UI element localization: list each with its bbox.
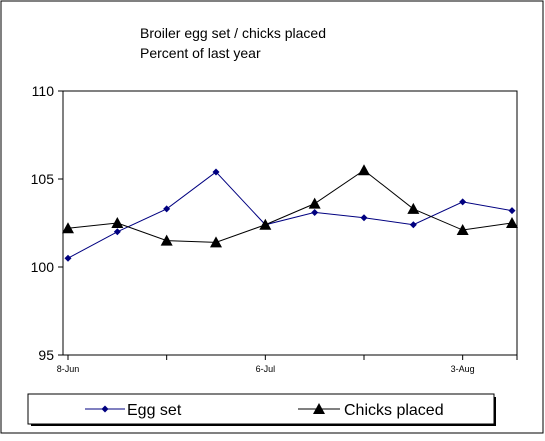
legend-chicks-placed-label: Chicks placed bbox=[344, 402, 444, 419]
chicks-placed-point bbox=[358, 164, 370, 176]
chicks-placed-point bbox=[456, 224, 469, 236]
y-tick-label: 110 bbox=[32, 83, 55, 99]
chicks-placed-point bbox=[407, 202, 420, 214]
series-line-0 bbox=[67, 171, 513, 259]
chicks-placed-point bbox=[210, 236, 222, 248]
egg-set-point bbox=[409, 221, 417, 229]
y-tick-label: 95 bbox=[38, 347, 54, 363]
egg-set-point bbox=[64, 254, 72, 262]
legend: Egg set Chicks placed bbox=[27, 393, 496, 426]
chicks-placed-point bbox=[160, 234, 173, 246]
egg-set-point bbox=[508, 207, 516, 215]
chicks-placed-point bbox=[62, 222, 74, 234]
x-tick-label: 8-Jun bbox=[57, 364, 80, 374]
egg-set-point bbox=[311, 208, 319, 216]
egg-set-point bbox=[163, 205, 171, 213]
series-layer bbox=[62, 164, 518, 262]
axes: 95 100 105 110 8-Jun 6-Jul 3-Aug bbox=[31, 83, 518, 374]
chicks-placed-point bbox=[308, 197, 321, 209]
series-line-1 bbox=[67, 169, 513, 243]
chicks-placed-point bbox=[111, 217, 124, 228]
chart-title: Broiler egg set / chicks placed bbox=[140, 25, 326, 41]
chicks-placed-point bbox=[259, 218, 272, 230]
legend-egg-set-marker bbox=[101, 405, 109, 413]
legend-chicks-placed-marker bbox=[313, 403, 325, 414]
y-tick-label: 100 bbox=[31, 259, 55, 275]
plot-area bbox=[62, 90, 518, 356]
legend-egg-set-label: Egg set bbox=[127, 402, 182, 419]
chicks-placed-point bbox=[506, 217, 518, 228]
egg-set-point bbox=[113, 228, 121, 236]
egg-set-point bbox=[459, 198, 467, 206]
egg-set-point bbox=[360, 214, 368, 222]
chart-subtitle: Percent of last year bbox=[140, 45, 261, 61]
y-tick-label: 105 bbox=[31, 171, 55, 187]
x-tick-label: 3-Aug bbox=[451, 364, 475, 374]
egg-set-point bbox=[212, 168, 220, 176]
x-tick-label: 6-Jul bbox=[256, 364, 276, 374]
